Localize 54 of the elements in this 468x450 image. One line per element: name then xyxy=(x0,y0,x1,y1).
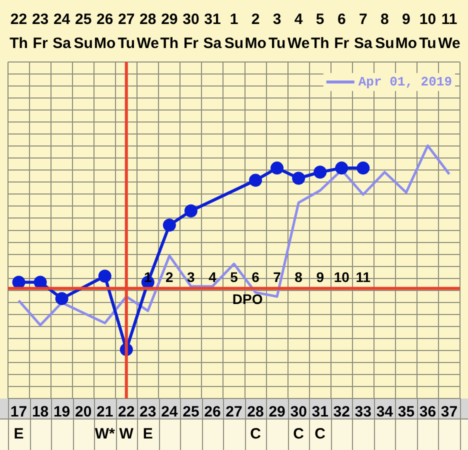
x-tick-label: 18 xyxy=(32,404,49,421)
x-tick-label: 31 C xyxy=(312,404,328,442)
text: 24 Sa xyxy=(52,11,72,52)
annotation: 10 xyxy=(334,269,350,286)
x-tick-label: 30 C xyxy=(290,404,307,442)
x-tick-label: 36 xyxy=(419,404,436,421)
text: 22 Th xyxy=(10,11,28,52)
text: 7 Sa xyxy=(354,11,373,52)
text: 3 Tu xyxy=(268,11,286,52)
annotation: 5 xyxy=(230,269,238,286)
text: 6 Fr xyxy=(334,11,350,52)
text: 27 Tu xyxy=(118,11,135,52)
annotation: 3 xyxy=(187,269,196,286)
annotation: 2 xyxy=(166,269,174,286)
text: 10 Tu xyxy=(419,11,436,52)
x-tick-label: 23 E xyxy=(140,404,156,442)
x-tick-label: 20 xyxy=(74,404,92,421)
x-tick-label: 25 xyxy=(182,404,200,421)
x-tick-label: 28 C xyxy=(247,404,264,442)
x-tick-label: 37 xyxy=(440,404,458,421)
x-tick-label: 27 xyxy=(226,404,242,421)
text: 31 Sa xyxy=(203,11,222,52)
x-tick-label: 22 W xyxy=(118,404,135,442)
annotation: 4 xyxy=(208,269,217,286)
text: 1 Su xyxy=(224,11,244,52)
annotation: 8 xyxy=(294,269,303,286)
x-tick-label: 26 xyxy=(204,404,221,421)
annotation: 6 xyxy=(252,269,260,286)
text: 2 Mo xyxy=(244,11,266,52)
text: 28 We xyxy=(136,11,160,52)
text: 30 Fr xyxy=(182,11,200,52)
annotation: 7 xyxy=(273,269,282,286)
text: 23 Fr xyxy=(32,11,49,52)
x-tick-label: 32 xyxy=(333,404,350,421)
annotation: 9 xyxy=(316,269,324,286)
text: 4 We xyxy=(287,11,310,52)
legend-label: Apr 01, 2019 xyxy=(358,74,452,90)
text: 26 Mo xyxy=(94,11,116,52)
x-tick-label: 17 E xyxy=(10,404,28,442)
x-tick-label: 19 xyxy=(53,404,70,421)
text: 5 Th xyxy=(310,11,330,52)
x-tick-label: 29 xyxy=(268,404,286,421)
text: 11 We xyxy=(438,11,460,52)
x-tick-label: 35 xyxy=(398,404,415,421)
text: 9 Mo xyxy=(395,11,418,52)
x-tick-label: 21 W* xyxy=(94,404,116,442)
x-tick-label: 24 xyxy=(161,404,178,421)
x-tick-label: 34 xyxy=(376,404,394,421)
x-tick-label: 33 xyxy=(354,404,372,421)
ref-line-label: DPO xyxy=(232,291,263,308)
text: 25 Su xyxy=(74,11,93,52)
annotation: 11 xyxy=(356,269,371,286)
text: 8 Su xyxy=(375,11,394,52)
text: 29 Th xyxy=(160,11,179,52)
